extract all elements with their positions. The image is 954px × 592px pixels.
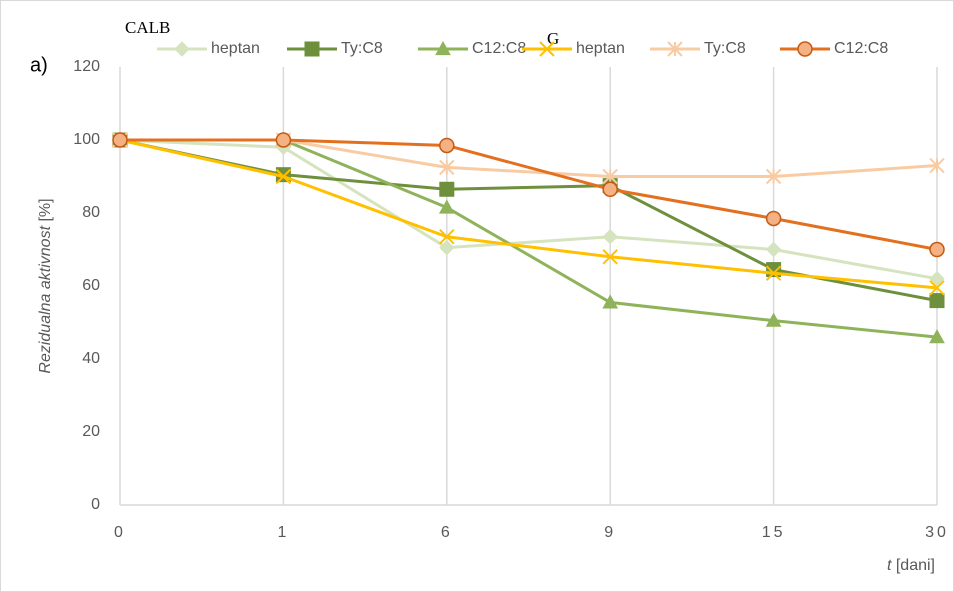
series-line xyxy=(119,138,938,281)
marker xyxy=(439,137,455,154)
y-tick-label: 0 xyxy=(91,496,100,513)
legend-label: Ty:C8 xyxy=(704,40,746,57)
legend-group-label: CALB xyxy=(125,18,170,37)
legend-marker xyxy=(174,41,190,57)
marker xyxy=(929,293,945,309)
legend-group-label: G xyxy=(547,29,559,48)
marker xyxy=(765,168,782,185)
legend-label: heptan xyxy=(211,40,260,57)
marker xyxy=(929,329,945,344)
marker xyxy=(602,181,618,198)
x-tick-label: 9 xyxy=(604,524,616,541)
legend-marker xyxy=(435,40,451,56)
marker xyxy=(439,239,455,256)
y-axis-label-main: Rezidualna aktivnost xyxy=(37,225,54,373)
y-axis-label-unit: [%] xyxy=(37,198,54,221)
marker xyxy=(438,199,455,214)
marker xyxy=(112,132,128,148)
legend-marker xyxy=(667,41,683,57)
marker xyxy=(602,294,619,309)
marker xyxy=(929,270,945,287)
marker xyxy=(765,312,782,327)
x-tick-label: 0 xyxy=(114,524,126,541)
y-tick-label: 80 xyxy=(82,204,100,221)
marker xyxy=(929,157,945,174)
legend-marker xyxy=(539,41,555,57)
marker xyxy=(439,181,455,197)
marker xyxy=(765,210,782,227)
y-axis-label: Rezidualna aktivnost [%] xyxy=(37,198,54,373)
marker xyxy=(602,249,618,265)
y-tick-label: 120 xyxy=(73,58,100,75)
legend-label: Ty:C8 xyxy=(341,40,383,57)
marker xyxy=(929,280,945,296)
panel-label: a) xyxy=(30,54,48,76)
y-tick-label: 40 xyxy=(82,350,100,367)
legend-marker xyxy=(797,41,813,57)
x-tick-label: 6 xyxy=(441,524,453,541)
legend-label: C12:C8 xyxy=(472,40,526,57)
legend-label: C12:C8 xyxy=(834,40,888,57)
x-axis-label-main: t xyxy=(887,557,892,574)
x-tick-label: 15 xyxy=(762,524,786,541)
x-axis-label-unit: [dani] xyxy=(896,557,935,574)
marker xyxy=(602,168,618,185)
y-tick-label: 20 xyxy=(82,423,100,440)
x-tick-label: 30 xyxy=(925,524,949,541)
series xyxy=(112,132,945,296)
marker xyxy=(765,265,782,281)
y-tick-label: 100 xyxy=(73,131,100,148)
marker xyxy=(275,132,292,148)
marker xyxy=(765,241,782,258)
x-tick-label: 1 xyxy=(277,524,289,541)
y-tick-label: 60 xyxy=(82,277,100,294)
x-axis-label: t [dani] xyxy=(887,557,935,574)
series-line xyxy=(120,138,938,251)
legend-marker xyxy=(304,41,320,57)
series xyxy=(112,132,945,258)
legend-label: heptan xyxy=(576,40,625,57)
marker xyxy=(929,241,945,258)
marker xyxy=(439,229,455,245)
marker xyxy=(275,168,292,185)
marker xyxy=(439,159,455,176)
series-line xyxy=(119,138,938,290)
marker xyxy=(602,229,618,245)
